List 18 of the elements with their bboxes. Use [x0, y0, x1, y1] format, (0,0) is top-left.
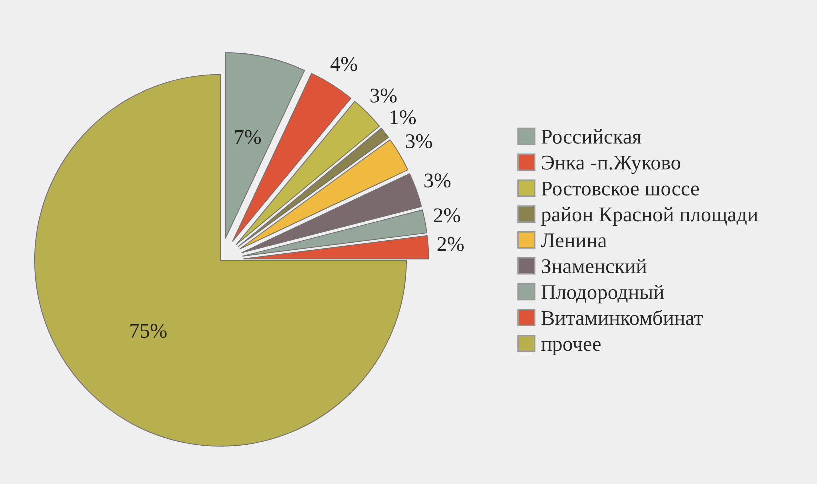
data-label: 2%: [438, 237, 464, 252]
data-label: 3%: [406, 134, 432, 149]
legend-label: Плодородный: [542, 284, 664, 304]
legend-label: Ленина: [541, 234, 607, 248]
legend-label: Витаминкомбинат: [542, 310, 703, 326]
legend-label: Энка -п.Жуково: [542, 156, 681, 174]
data-label: 7%: [235, 130, 262, 144]
legend-label: Ростовское шоссе: [542, 182, 700, 196]
legend-label: район Красной площади: [542, 207, 758, 226]
data-label: 3%: [424, 174, 451, 188]
data-label: 2%: [434, 208, 460, 223]
data-label: 3%: [370, 88, 397, 103]
legend-label: прочее: [542, 341, 601, 356]
data-label: 4%: [330, 57, 358, 72]
legend-label: Российская: [542, 130, 642, 144]
legend-label: Знаменский: [542, 259, 647, 274]
data-label: 75%: [130, 324, 167, 338]
data-label: 1%: [390, 110, 416, 125]
